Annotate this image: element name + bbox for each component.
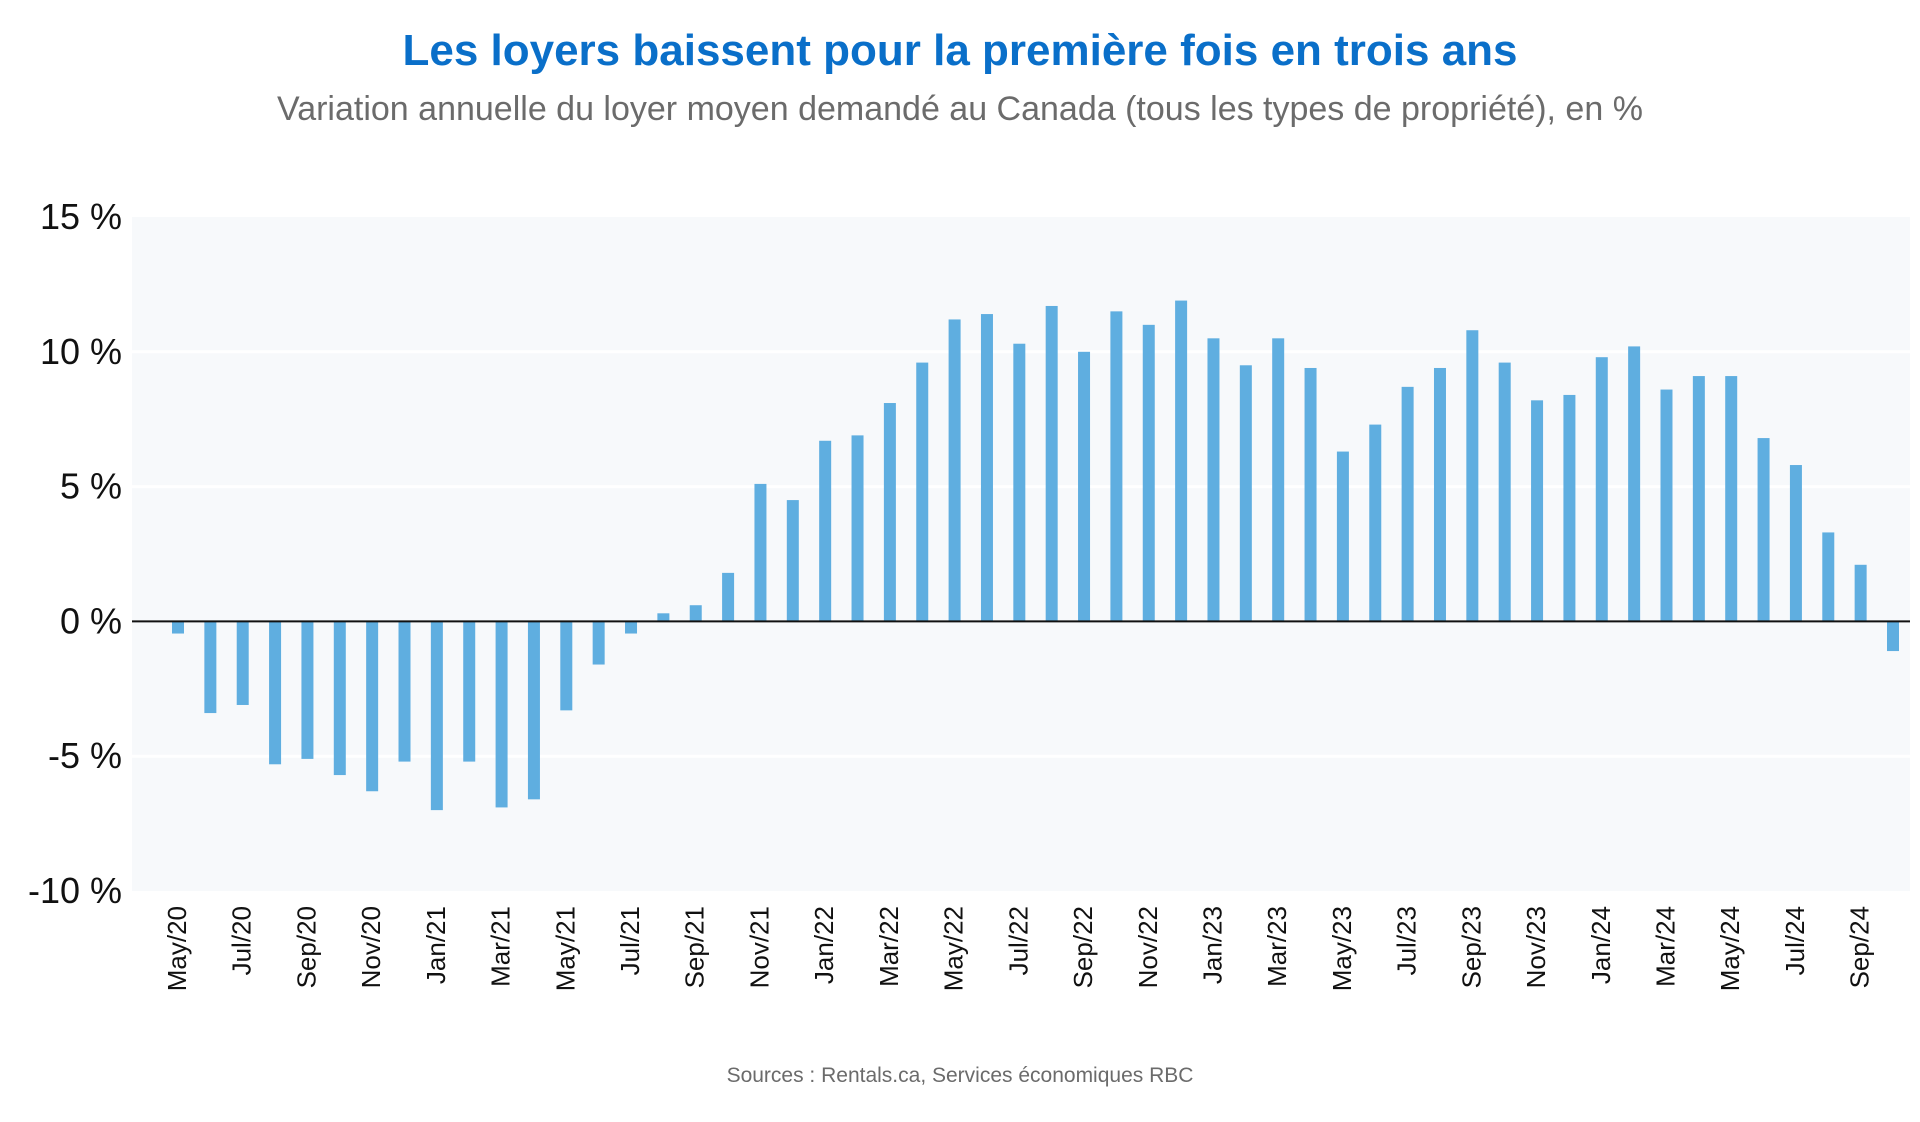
bar-Jul-24	[1789, 465, 1802, 622]
x-tick-label: Sep/20	[291, 906, 321, 988]
bar-Sep-24	[1854, 564, 1867, 622]
bar-Apr-24	[1692, 376, 1705, 622]
bar-Aug-21	[657, 613, 670, 622]
y-tick-label: -5 %	[48, 735, 122, 776]
bar-Feb-22	[851, 435, 864, 622]
bar-Jan-22	[819, 440, 832, 622]
bar-Sep-22	[1078, 351, 1091, 622]
bar-Oct-23	[1498, 362, 1511, 622]
bar-Dec-20	[398, 621, 411, 762]
bar-Aug-22	[1045, 305, 1058, 622]
bar-Jan-23	[1207, 338, 1220, 622]
bar-Feb-23	[1239, 365, 1252, 622]
x-tick-label: Mar/22	[874, 906, 904, 987]
bar-Jun-20	[204, 621, 217, 714]
bar-Nov-23	[1531, 400, 1544, 622]
x-tick-label: Jan/24	[1586, 906, 1616, 984]
x-tick-label: Jul/23	[1392, 906, 1422, 975]
x-tick-label: May/21	[550, 906, 580, 991]
bar-Sep-20	[301, 621, 314, 759]
bar-Feb-21	[463, 621, 476, 762]
chart-title: Les loyers baissent pour la première foi…	[402, 26, 1518, 75]
bar-Sep-21	[689, 605, 702, 622]
x-tick-label: May/23	[1327, 906, 1357, 991]
bar-Jun-24	[1757, 438, 1770, 622]
x-tick-label: Jul/22	[1003, 906, 1033, 975]
bar-Jun-22	[980, 314, 993, 622]
bar-Dec-22	[1175, 300, 1188, 622]
bar-Jun-21	[592, 621, 605, 665]
x-tick-label: Jan/23	[1197, 906, 1227, 984]
bar-May-21	[560, 621, 573, 711]
bar-Feb-24	[1628, 346, 1641, 622]
x-tick-label: Jul/20	[227, 906, 257, 975]
bar-Nov-22	[1142, 324, 1155, 622]
x-tick-label: May/20	[162, 906, 192, 991]
x-tick-label: Sep/23	[1456, 906, 1486, 988]
x-tick-label: Jul/21	[615, 906, 645, 975]
x-tick-label: Jan/21	[421, 906, 451, 984]
x-tick-label: May/24	[1715, 906, 1745, 991]
x-tick-label: Mar/23	[1262, 906, 1292, 987]
x-tick-label: Jul/24	[1780, 906, 1810, 975]
x-tick-label: Mar/21	[486, 906, 516, 987]
bar-Oct-21	[722, 572, 735, 622]
bar-Jul-23	[1401, 386, 1414, 622]
y-tick-label: 10 %	[40, 331, 122, 372]
bar-Aug-24	[1822, 532, 1835, 622]
x-tick-label: Nov/20	[356, 906, 386, 988]
y-tick-label: 0 %	[60, 600, 122, 641]
y-tick-label: 15 %	[40, 196, 122, 237]
x-tick-label: May/22	[939, 906, 969, 991]
bar-Oct-22	[1110, 311, 1123, 622]
bar-May-23	[1336, 451, 1349, 622]
bar-Jun-23	[1369, 424, 1382, 622]
bar-Nov-21	[754, 483, 767, 622]
x-tick-label: Sep/24	[1845, 906, 1875, 988]
y-tick-label: -10 %	[28, 870, 122, 911]
bar-Apr-21	[527, 621, 540, 800]
x-tick-label: Nov/22	[1133, 906, 1163, 988]
x-tick-label: Nov/23	[1521, 906, 1551, 988]
bar-chart: -10 % -5 % 0 % 5 % 10 % 15 % May/20 Jul/20 Sep/2…	[28, 196, 1910, 991]
bar-Jul-21	[625, 621, 638, 634]
bar-Jan-24	[1595, 357, 1608, 622]
source-note: Sources : Rentals.ca, Services économiqu…	[726, 1064, 1194, 1087]
y-tick-label: 5 %	[60, 466, 122, 507]
bar-Jan-21	[430, 621, 443, 811]
bar-Oct-24	[1887, 621, 1899, 652]
bar-Dec-23	[1563, 394, 1576, 622]
x-tick-label: Nov/21	[744, 906, 774, 988]
bar-Sep-23	[1466, 330, 1479, 622]
x-tick-label: Sep/22	[1068, 906, 1098, 988]
bar-Jul-20	[236, 621, 249, 705]
x-tick-label: Mar/24	[1650, 906, 1680, 987]
bar-Aug-20	[269, 621, 282, 765]
bar-Dec-21	[786, 500, 799, 622]
bar-Mar-24	[1660, 389, 1673, 622]
bar-Mar-22	[883, 403, 896, 622]
bar-Apr-22	[916, 362, 929, 622]
bar-Oct-20	[333, 621, 346, 776]
x-tick-label: Jan/22	[809, 906, 839, 984]
bar-May-22	[948, 319, 961, 622]
bar-Mar-23	[1272, 338, 1285, 622]
chart-subtitle: Variation annuelle du loyer moyen demand…	[277, 90, 1643, 128]
x-tick-label: Sep/21	[680, 906, 710, 988]
bar-Aug-23	[1433, 367, 1446, 622]
bar-May-24	[1725, 376, 1738, 622]
bar-Mar-21	[495, 621, 508, 808]
bar-Jul-22	[1013, 343, 1026, 622]
bar-Nov-20	[366, 621, 379, 792]
bar-May-20	[172, 621, 184, 634]
bar-Apr-23	[1304, 367, 1317, 622]
